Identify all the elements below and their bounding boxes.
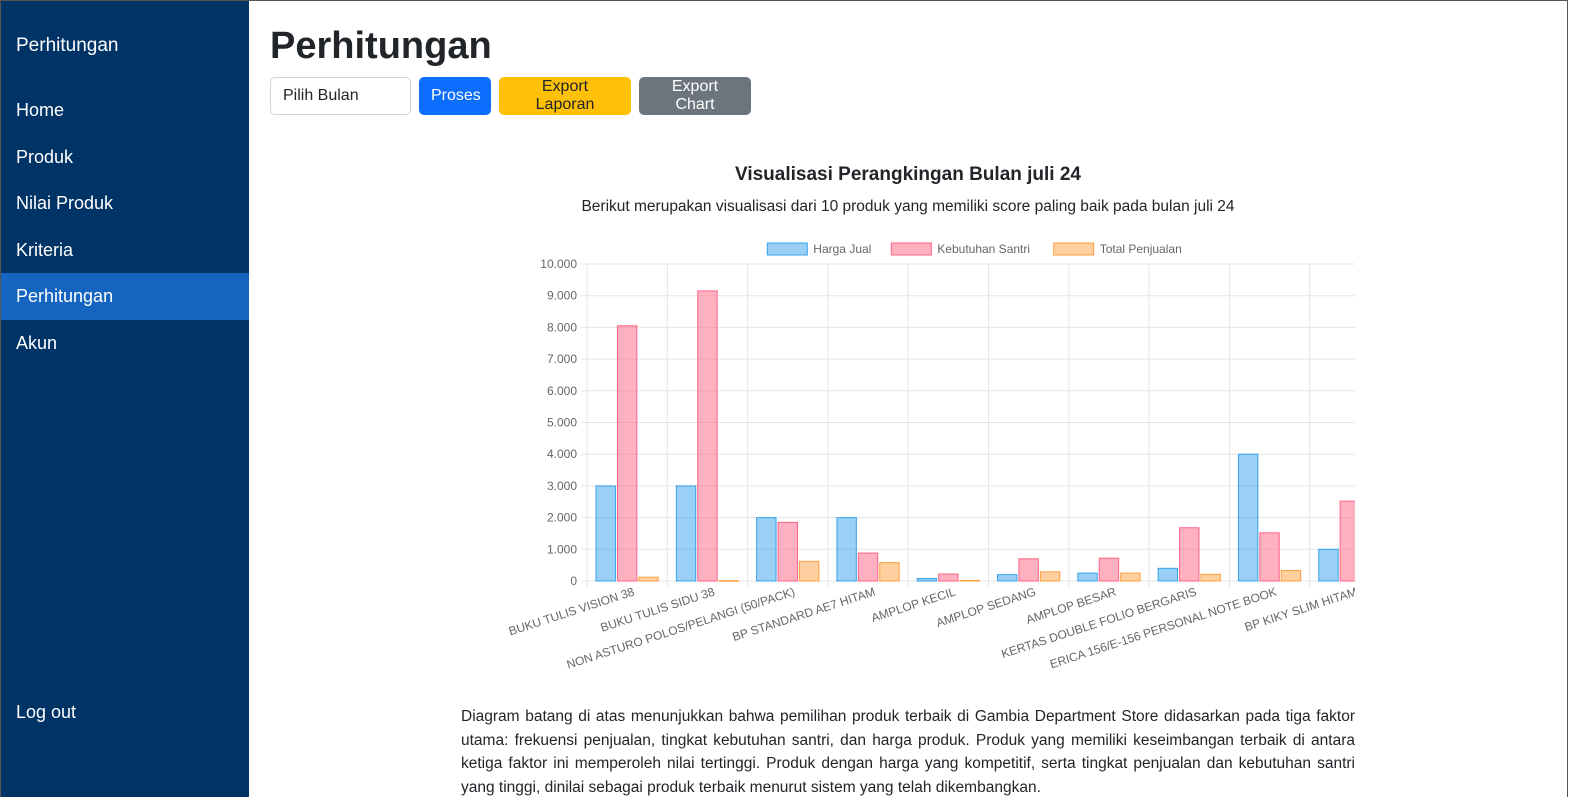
- legend-swatch: [890, 242, 932, 256]
- bar: [718, 580, 740, 582]
- sidebar-item-nilai-produk[interactable]: Nilai Produk: [16, 193, 114, 214]
- bar: [616, 325, 638, 582]
- bar: [675, 485, 697, 582]
- toolbar: Proses Export Laporan Export Chart: [270, 77, 751, 115]
- y-tick-label: 0: [570, 574, 577, 588]
- bar: [879, 562, 900, 582]
- y-tick-label: 5.000: [547, 416, 577, 430]
- main-content: Perhitungan Proses Export Laporan Export…: [249, 1, 1567, 797]
- y-tick-label: 6.000: [547, 384, 577, 398]
- sidebar-item-perhitungan[interactable]: Perhitungan: [1, 273, 249, 320]
- bar: [997, 574, 1018, 582]
- sidebar-nav: Home Produk Nilai Produk Kriteria Perhit…: [1, 87, 249, 367]
- legend-swatch: [766, 242, 808, 256]
- legend-label: Total Penjualan: [1100, 242, 1182, 256]
- x-tick-label: BUKU TULIS VISION 38: [507, 584, 636, 638]
- bar: [756, 517, 777, 582]
- sidebar-item-produk[interactable]: Produk: [16, 146, 74, 167]
- bar: [1157, 567, 1179, 582]
- y-tick-label: 1.000: [547, 542, 577, 556]
- process-button[interactable]: Proses: [419, 77, 491, 115]
- bar: [1237, 453, 1259, 582]
- sidebar-item-kriteria[interactable]: Kriteria: [16, 239, 74, 260]
- chart-title: Visualisasi Perangkingan Bulan juli 24: [735, 164, 1081, 185]
- bar: [916, 577, 938, 582]
- bar: [1179, 527, 1200, 582]
- y-tick-label: 4.000: [547, 447, 577, 461]
- bar: [1259, 532, 1280, 582]
- y-tick-label: 9.000: [547, 289, 577, 303]
- bar: [595, 485, 616, 582]
- bar: [1039, 571, 1061, 582]
- y-tick-label: 10.000: [540, 257, 577, 271]
- legend-label: Kebutuhan Santri: [937, 242, 1030, 256]
- bar: [1120, 572, 1141, 582]
- bar: [959, 579, 980, 582]
- y-tick-label: 7.000: [547, 352, 577, 366]
- bar: [1098, 557, 1120, 582]
- bar: [1318, 548, 1339, 582]
- month-picker-input[interactable]: [270, 77, 411, 115]
- y-tick-label: 3.000: [547, 479, 577, 493]
- legend-swatch: [1053, 242, 1095, 256]
- bar: [777, 521, 798, 582]
- ranking-bar-chart: 0 1.000 2.000 3.000 4.000 5.000 6.000 7.000 8.00…: [507, 242, 1355, 672]
- bar: [836, 517, 857, 582]
- y-tick-label: 2.000: [547, 511, 577, 525]
- bar: [697, 290, 718, 582]
- logout-link[interactable]: Log out: [16, 702, 77, 722]
- export-chart-button[interactable]: Export Chart: [639, 77, 751, 115]
- sidebar-item-akun[interactable]: Akun: [16, 332, 58, 353]
- sidebar-brand[interactable]: Perhitungan: [16, 35, 119, 56]
- bar: [1200, 573, 1221, 582]
- legend-label: Harga Jual: [813, 242, 871, 256]
- x-tick-label: BP STANDARD AE7 HITAM: [731, 585, 877, 644]
- page-title: Perhitungan: [270, 25, 492, 67]
- chart-subtitle: Berikut merupakan visualisasi dari 10 pr…: [581, 198, 1235, 215]
- bar: [1018, 558, 1039, 582]
- bar: [1280, 570, 1302, 582]
- bar: [857, 552, 879, 582]
- sidebar-item-home[interactable]: Home: [16, 100, 65, 120]
- bar: [1077, 572, 1098, 582]
- export-report-button[interactable]: Export Laporan: [499, 77, 631, 115]
- bar: [938, 573, 959, 582]
- y-tick-label: 8.000: [547, 320, 577, 334]
- bar: [798, 560, 820, 582]
- chart-description: Diagram batang di atas menunjukkan bahwa…: [461, 708, 1355, 796]
- bar: [638, 576, 659, 582]
- sidebar: Perhitungan Home Produk Nilai Produk Kri…: [1, 1, 249, 797]
- bar: [1339, 500, 1355, 582]
